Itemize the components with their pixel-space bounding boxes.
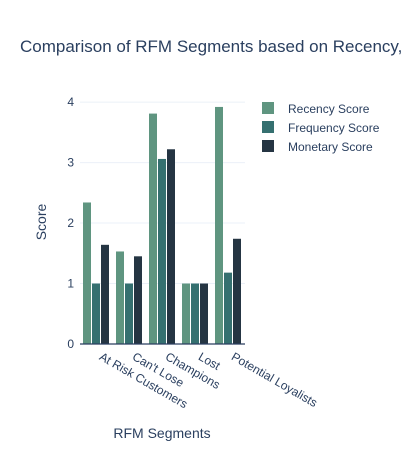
bar[interactable]: [158, 158, 166, 344]
bar[interactable]: [134, 256, 142, 344]
legend-label[interactable]: Monetary Score: [288, 140, 373, 154]
y-tick-label: 4: [67, 95, 74, 109]
y-tick-label: 1: [67, 277, 74, 291]
x-axis-title: RFM Segments: [113, 425, 210, 441]
bar[interactable]: [92, 283, 100, 344]
legend-label[interactable]: Frequency Score: [288, 121, 380, 135]
bar[interactable]: [125, 283, 133, 344]
legend-label[interactable]: Recency Score: [288, 102, 370, 116]
y-tick-label: 0: [67, 337, 74, 351]
bar[interactable]: [224, 272, 232, 344]
bar[interactable]: [215, 106, 223, 344]
bar[interactable]: [200, 283, 208, 344]
bar[interactable]: [167, 149, 175, 344]
legend: Recency Score Frequency Score Monetary Sco…: [262, 102, 380, 154]
bar[interactable]: [149, 113, 157, 344]
legend-swatch[interactable]: [262, 121, 274, 133]
chart-title: Comparison of RFM Segments based on Rece…: [20, 37, 405, 56]
y-tick-label: 2: [67, 216, 74, 230]
bar[interactable]: [101, 244, 109, 344]
bar[interactable]: [116, 251, 124, 344]
y-tick-label: 3: [67, 156, 74, 170]
bar[interactable]: [233, 238, 241, 344]
bars: [83, 106, 241, 344]
bar[interactable]: [83, 202, 91, 344]
legend-swatch[interactable]: [262, 140, 274, 152]
bar[interactable]: [182, 283, 190, 344]
bar[interactable]: [191, 283, 199, 344]
x-tick-label: Potential Loyalists: [229, 349, 320, 409]
y-axis-title: Score: [33, 204, 49, 241]
legend-swatch[interactable]: [262, 102, 274, 114]
